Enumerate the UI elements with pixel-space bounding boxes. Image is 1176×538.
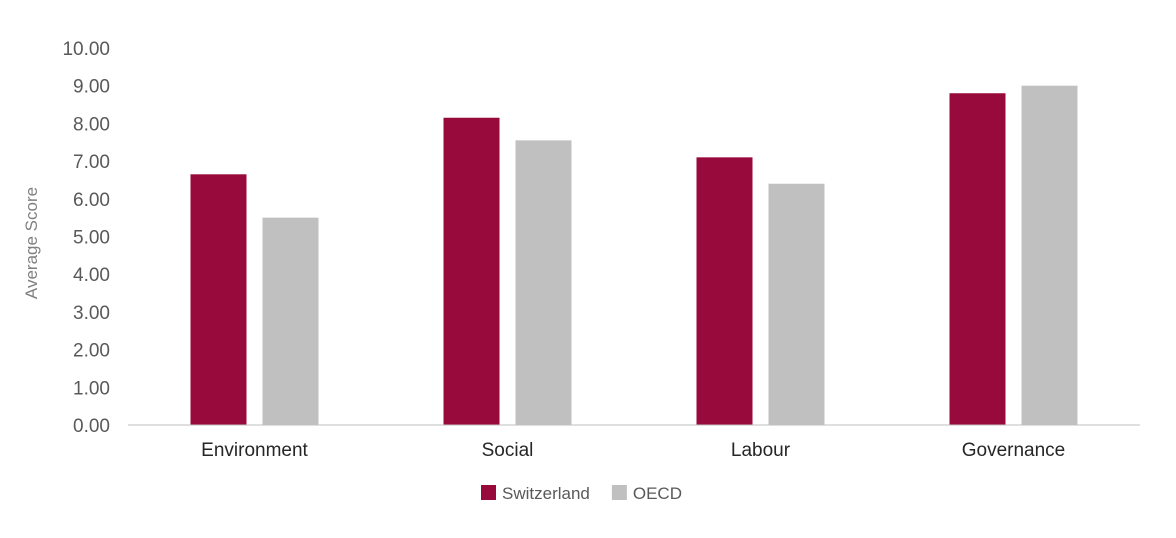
y-tick-label: 8.00 xyxy=(73,114,110,135)
legend: Switzerland OECD xyxy=(481,484,682,503)
y-tick-label: 0.00 xyxy=(73,416,110,437)
legend-label: Switzerland xyxy=(502,484,590,503)
y-tick-label: 6.00 xyxy=(73,190,110,211)
bar-oecd-social xyxy=(515,140,572,426)
y-tick-label: 2.00 xyxy=(73,341,110,362)
y-tick-label: 4.00 xyxy=(73,265,110,286)
legend-swatch xyxy=(481,485,496,500)
bar-switzerland-labour xyxy=(696,157,753,425)
y-tick-label: 3.00 xyxy=(73,303,110,324)
y-tick-label: 9.00 xyxy=(73,77,110,98)
x-axis-labels: Environment Social Labour Governance xyxy=(201,440,1065,461)
y-tick-label: 1.00 xyxy=(73,378,110,399)
bar-switzerland-environment xyxy=(190,174,247,425)
legend-swatch xyxy=(611,485,627,500)
x-category-label: Social xyxy=(482,440,534,461)
bar-oecd-governance xyxy=(1021,85,1078,425)
y-axis-ticks: 0.00 1.00 2.00 3.00 4.00 5.00 6.00 7.00 8.00 9.00… xyxy=(62,39,110,437)
x-category-label: Governance xyxy=(962,440,1066,461)
bar-switzerland-governance xyxy=(949,93,1006,426)
legend-label: OECD xyxy=(633,484,682,503)
y-axis-label: Average Score xyxy=(22,187,41,299)
y-tick-label: 10.00 xyxy=(62,39,110,60)
bars xyxy=(190,85,1078,426)
bar-switzerland-social xyxy=(443,117,500,426)
y-tick-label: 7.00 xyxy=(73,152,110,173)
x-category-label: Labour xyxy=(731,440,791,461)
y-tick-label: 5.00 xyxy=(73,228,110,249)
x-category-label: Environment xyxy=(201,440,308,461)
bar-oecd-labour xyxy=(768,183,825,425)
bar-oecd-environment xyxy=(262,217,319,425)
